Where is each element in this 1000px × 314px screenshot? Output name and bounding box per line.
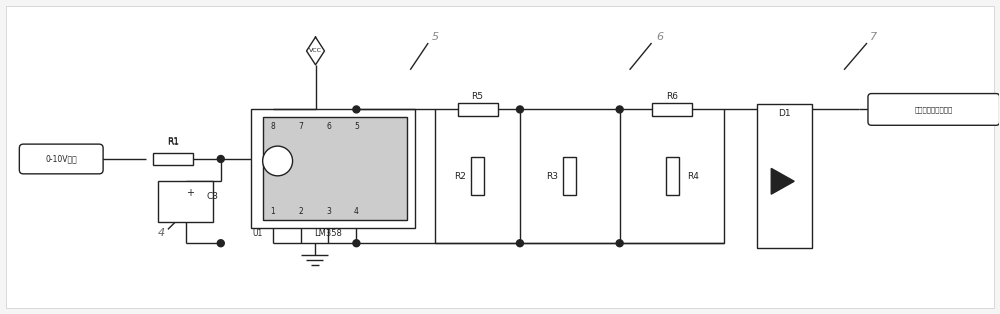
Text: 7: 7 <box>870 32 878 42</box>
Text: 7: 7 <box>298 122 303 131</box>
FancyBboxPatch shape <box>868 94 1000 125</box>
Text: 3: 3 <box>326 207 331 216</box>
Bar <box>757 105 812 248</box>
Text: LM358: LM358 <box>314 229 342 238</box>
Text: 1: 1 <box>270 207 275 216</box>
Text: R1: R1 <box>167 138 179 147</box>
Bar <box>666 158 679 195</box>
Text: 6: 6 <box>656 32 663 42</box>
Text: 6: 6 <box>326 122 331 131</box>
FancyBboxPatch shape <box>19 144 103 174</box>
Circle shape <box>616 106 623 113</box>
Text: 接控制电压信号输出: 接控制电压信号输出 <box>915 106 953 113</box>
Text: D1: D1 <box>778 109 791 118</box>
Text: C3: C3 <box>207 192 219 201</box>
Bar <box>563 158 576 195</box>
Circle shape <box>616 240 623 247</box>
Text: +: + <box>186 188 194 198</box>
Text: R4: R4 <box>687 172 699 181</box>
Circle shape <box>263 146 293 176</box>
Text: VCC: VCC <box>309 48 322 53</box>
Text: 0-10V信号: 0-10V信号 <box>45 154 77 164</box>
Circle shape <box>516 106 523 113</box>
Bar <box>458 103 498 116</box>
Text: 8: 8 <box>270 122 275 131</box>
Bar <box>435 109 724 243</box>
Text: R6: R6 <box>666 91 678 100</box>
Text: U1: U1 <box>253 229 263 238</box>
Bar <box>652 103 692 116</box>
Polygon shape <box>771 168 794 194</box>
Bar <box>158 181 213 222</box>
Text: 2: 2 <box>298 207 303 216</box>
Text: 5: 5 <box>432 32 439 42</box>
Circle shape <box>217 240 224 247</box>
Bar <box>263 117 407 220</box>
Bar <box>153 153 193 165</box>
Text: R2: R2 <box>454 172 466 181</box>
Text: R5: R5 <box>472 91 484 100</box>
Circle shape <box>353 106 360 113</box>
Circle shape <box>516 240 523 247</box>
Text: R3: R3 <box>546 172 558 181</box>
Circle shape <box>353 240 360 247</box>
Bar <box>471 158 484 195</box>
Text: 4: 4 <box>157 228 165 238</box>
Bar <box>251 109 415 228</box>
Text: R1: R1 <box>167 137 179 146</box>
Text: 5: 5 <box>354 122 359 131</box>
Circle shape <box>217 155 224 162</box>
Text: 4: 4 <box>354 207 359 216</box>
